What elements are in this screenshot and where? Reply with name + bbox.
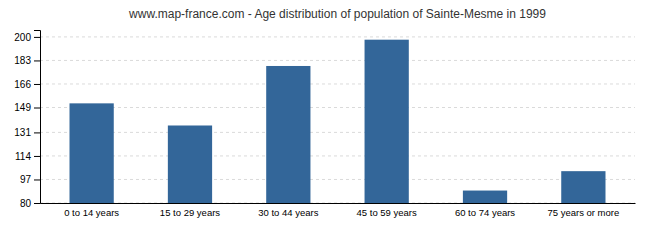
bars (70, 40, 606, 203)
chart-container: 80 97 114 131 149 166 183 200 0 to 14 years 15 to… (0, 0, 650, 229)
bar (561, 171, 605, 203)
y-tick-mark (34, 132, 40, 133)
chart-svg: 80 97 114 131 149 166 183 200 0 to 14 years 15 to… (0, 0, 650, 229)
y-tick-mark (34, 37, 40, 38)
x-tick-label: 75 years or more (547, 207, 619, 218)
x-tick: 45 to 59 years (357, 207, 417, 218)
grid-line (40, 107, 635, 108)
y-tick-label: 97 (20, 174, 32, 185)
x-tick-label: 60 to 74 years (455, 207, 515, 218)
x-tick: 60 to 74 years (455, 207, 515, 218)
y-axis: 80 97 114 131 149 166 183 200 (14, 31, 40, 209)
y-tick: 80 (20, 198, 40, 209)
grid-line (40, 83, 635, 84)
y-tick-label: 200 (14, 32, 31, 43)
bar (266, 66, 310, 203)
y-tick: 183 (14, 55, 40, 66)
y-tick-label: 80 (20, 198, 32, 209)
y-tick-label: 149 (14, 102, 31, 113)
bar (365, 40, 409, 203)
y-tick-label: 166 (14, 79, 31, 90)
y-tick: 114 (15, 151, 40, 162)
grid-line (40, 203, 635, 204)
grid-line (40, 179, 635, 180)
y-tick-mark (34, 60, 40, 61)
y-tick-label: 183 (14, 55, 31, 66)
y-tick: 149 (14, 102, 40, 113)
grid-line (40, 36, 635, 37)
x-tick-label: 0 to 14 years (64, 207, 119, 218)
bar (168, 125, 212, 203)
x-tick: 30 to 44 years (258, 207, 318, 218)
x-axis: 0 to 14 years 15 to 29 years 30 to 44 year… (41, 204, 636, 218)
y-tick: 97 (20, 174, 40, 185)
y-tick-mark (34, 156, 40, 157)
plot-area: 80 97 114 131 149 166 183 200 0 to 14 years 15 to… (14, 31, 635, 218)
x-tick: 0 to 14 years (64, 207, 119, 218)
x-axis-line (41, 203, 636, 204)
x-tick: 75 years or more (547, 207, 619, 218)
y-tick-mark (34, 179, 40, 180)
y-tick-mark (34, 84, 40, 85)
x-tick-label: 30 to 44 years (258, 207, 318, 218)
grid-line (40, 60, 635, 61)
x-tick-label: 45 to 59 years (357, 207, 417, 218)
y-tick: 200 (14, 32, 40, 43)
grid-line (40, 132, 635, 133)
x-tick: 15 to 29 years (160, 207, 220, 218)
bar (70, 103, 114, 203)
y-tick: 131 (14, 127, 40, 138)
grid (40, 37, 635, 203)
y-axis-line (34, 31, 41, 204)
y-tick-label: 114 (15, 151, 31, 162)
y-tick-mark (34, 203, 40, 204)
y-tick-mark (34, 108, 40, 109)
y-tick-label: 131 (14, 127, 31, 138)
bar (463, 191, 507, 203)
y-tick: 166 (14, 79, 40, 90)
grid-line (40, 155, 635, 156)
x-tick-label: 15 to 29 years (160, 207, 220, 218)
title: www.map-france.com - Age distribution of… (128, 7, 546, 21)
